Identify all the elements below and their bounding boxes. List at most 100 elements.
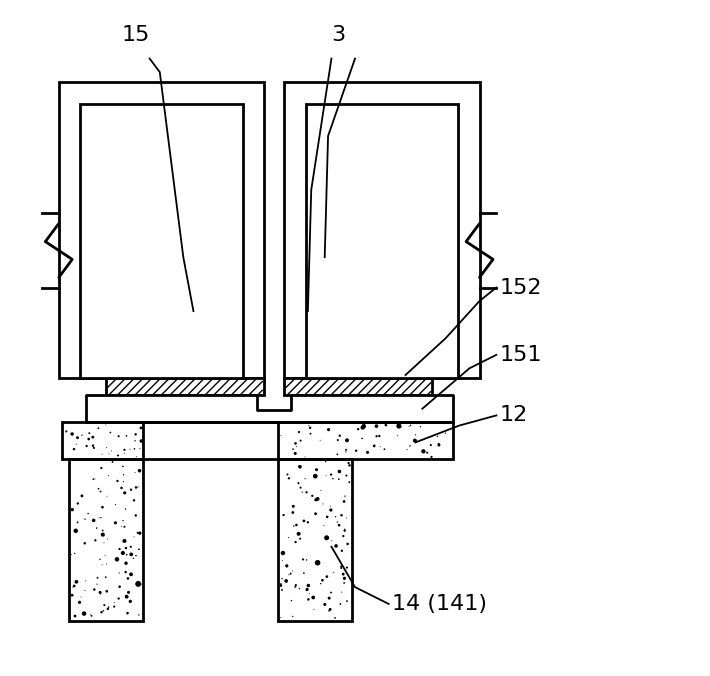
Point — [94, 554, 106, 564]
Point — [130, 510, 141, 521]
Point — [317, 575, 328, 585]
Point — [337, 569, 349, 579]
Point — [410, 429, 421, 440]
Point — [70, 610, 81, 621]
Point — [330, 511, 342, 522]
Point — [120, 504, 131, 514]
Point — [133, 544, 145, 555]
Point — [92, 573, 103, 583]
Point — [113, 431, 124, 441]
Point — [310, 557, 322, 568]
Point — [184, 425, 195, 435]
Point — [295, 529, 306, 539]
Point — [310, 508, 321, 519]
Point — [290, 448, 301, 459]
Point — [111, 475, 123, 486]
Point — [68, 443, 80, 454]
Point — [112, 450, 124, 461]
Point — [287, 566, 298, 577]
Point — [282, 469, 293, 480]
Point — [356, 433, 368, 444]
Point — [89, 474, 101, 485]
Point — [89, 535, 101, 546]
Point — [315, 578, 327, 589]
Point — [321, 571, 332, 582]
Point — [106, 456, 118, 467]
Point — [104, 427, 116, 438]
Point — [158, 451, 170, 462]
Point — [283, 532, 294, 543]
Point — [281, 560, 293, 571]
Point — [129, 435, 141, 446]
Point — [298, 568, 310, 579]
Point — [109, 601, 120, 612]
Point — [303, 420, 315, 431]
Point — [338, 531, 349, 541]
Point — [403, 421, 415, 432]
Point — [320, 456, 332, 467]
Point — [132, 527, 143, 538]
Point — [302, 580, 314, 591]
Point — [124, 444, 136, 455]
Point — [319, 599, 330, 610]
Point — [71, 577, 82, 587]
Point — [116, 521, 127, 532]
Point — [334, 520, 345, 531]
Point — [283, 569, 295, 580]
Point — [171, 443, 182, 454]
Point — [111, 554, 123, 564]
Point — [67, 589, 78, 600]
Point — [225, 450, 236, 461]
Point — [310, 494, 322, 505]
Point — [339, 491, 351, 502]
Point — [344, 460, 355, 470]
Point — [88, 443, 99, 454]
Point — [291, 441, 302, 452]
Point — [293, 478, 304, 489]
Point — [283, 473, 295, 484]
Point — [302, 517, 314, 528]
Point — [109, 597, 120, 608]
Point — [307, 592, 319, 603]
Point — [129, 443, 140, 454]
Point — [98, 537, 109, 548]
Point — [96, 462, 107, 473]
Point — [72, 517, 83, 528]
Point — [67, 429, 78, 439]
Point — [249, 449, 261, 460]
Point — [106, 445, 117, 456]
Point — [95, 589, 106, 600]
Point — [229, 441, 240, 452]
Point — [93, 422, 104, 433]
Point — [301, 554, 312, 565]
Point — [409, 435, 420, 446]
Point — [126, 569, 137, 580]
Point — [80, 585, 91, 596]
Point — [295, 435, 306, 446]
Point — [426, 452, 437, 462]
Point — [380, 420, 391, 431]
Point — [362, 447, 373, 458]
Point — [318, 520, 329, 531]
Point — [323, 606, 334, 617]
Point — [358, 421, 369, 432]
Point — [268, 422, 280, 433]
Point — [203, 423, 214, 434]
Point — [75, 592, 87, 602]
Point — [405, 420, 416, 431]
Point — [130, 429, 141, 440]
Point — [181, 424, 192, 435]
Point — [425, 439, 437, 450]
Point — [295, 533, 306, 544]
Point — [334, 431, 346, 441]
Point — [305, 429, 316, 439]
Point — [94, 587, 106, 598]
Bar — [62, 422, 452, 459]
Point — [270, 446, 281, 457]
Point — [261, 442, 273, 453]
Point — [340, 446, 351, 457]
Point — [293, 427, 305, 437]
Point — [121, 431, 132, 441]
Point — [302, 594, 314, 605]
Point — [371, 431, 382, 441]
